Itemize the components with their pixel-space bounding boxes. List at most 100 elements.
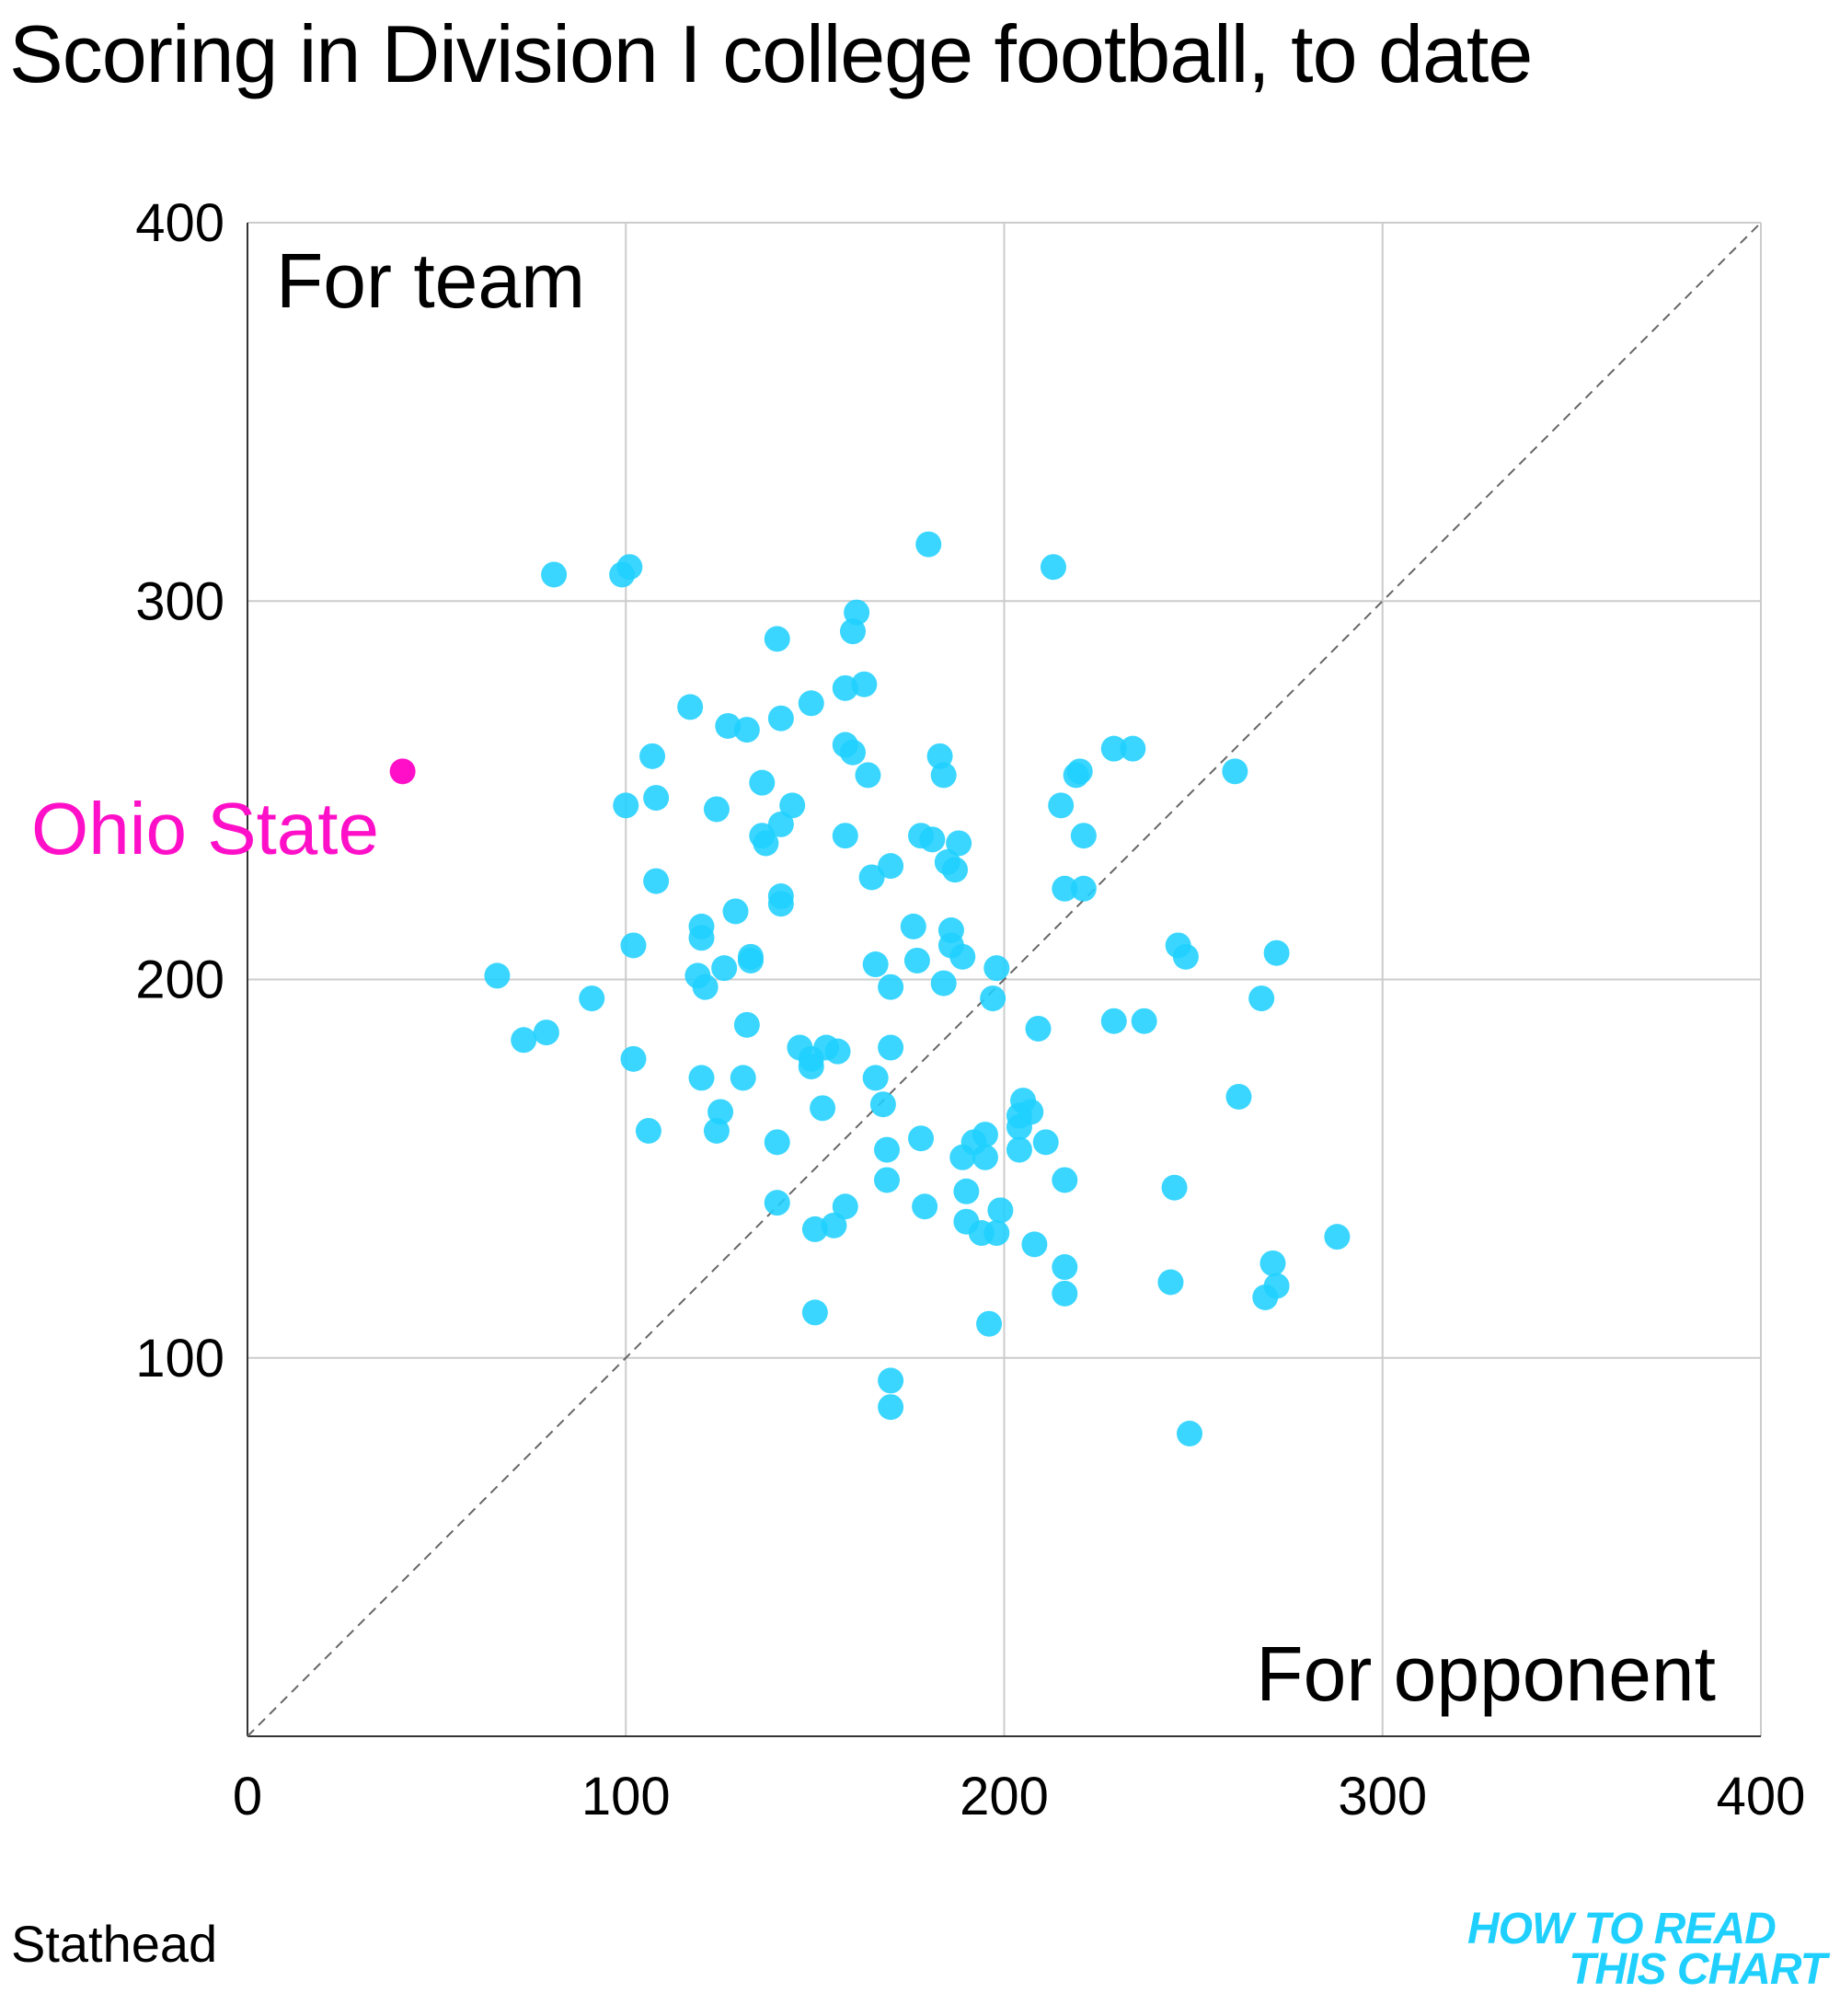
data-point: [703, 796, 730, 823]
data-point: [903, 947, 930, 973]
chart-title: Scoring in Division I college football, …: [9, 8, 1533, 99]
data-point: [1172, 943, 1199, 970]
data-point: [764, 1129, 790, 1156]
data-point: [832, 1193, 858, 1220]
data-point: [703, 1118, 730, 1144]
data-point: [1177, 1421, 1203, 1446]
data-point: [878, 1394, 904, 1421]
x-tick-label: 300: [1338, 1767, 1427, 1826]
data-point: [639, 743, 666, 769]
data-point: [1006, 1113, 1032, 1140]
data-point: [1021, 1231, 1048, 1258]
data-point: [878, 973, 904, 1000]
data-point: [840, 618, 866, 645]
data-point: [749, 769, 776, 796]
data-point: [730, 1065, 756, 1091]
data-point: [677, 694, 704, 720]
data-point: [1048, 792, 1075, 819]
data-point: [1006, 1136, 1032, 1163]
data-point: [832, 674, 858, 701]
y-axis-label: For team: [276, 237, 585, 324]
y-tick-label: 200: [135, 950, 224, 1010]
data-point: [987, 1197, 1014, 1224]
data-point: [733, 1011, 760, 1038]
y-tick-label: 300: [135, 571, 224, 631]
data-point: [858, 864, 885, 891]
data-point: [1120, 735, 1146, 762]
data-point: [983, 955, 1010, 982]
data-point: [1248, 985, 1275, 1012]
data-points: [389, 531, 1351, 1446]
data-point: [635, 1118, 661, 1144]
data-point: [1225, 1083, 1252, 1110]
data-point: [711, 955, 738, 982]
data-point: [533, 1020, 559, 1046]
data-point: [915, 531, 942, 558]
data-point: [840, 739, 866, 766]
data-point: [733, 717, 760, 743]
brand-line-2: THIS CHART: [1569, 1945, 1827, 1994]
x-tick-label: 400: [1717, 1767, 1806, 1826]
data-point: [832, 823, 858, 849]
source-credit: Stathead: [11, 1915, 218, 1973]
axes: [247, 222, 1762, 1737]
data-point: [722, 898, 749, 925]
data-point: [1259, 1250, 1286, 1276]
data-point: [1070, 875, 1097, 902]
data-point: [972, 1144, 998, 1170]
data-point: [643, 868, 670, 894]
data-point: [821, 1212, 847, 1238]
data-point: [810, 1095, 836, 1122]
data-point: [541, 561, 568, 588]
data-point: [874, 1167, 901, 1193]
data-point: [1040, 554, 1066, 581]
data-point: [1066, 758, 1093, 785]
data-point: [972, 1122, 998, 1148]
data-point: [1263, 1273, 1290, 1299]
brand-line-1: HOW TO READ: [1467, 1905, 1777, 1953]
data-point: [1157, 1269, 1184, 1296]
data-point: [1070, 823, 1097, 849]
data-point: [692, 973, 719, 1000]
data-point: [1052, 1280, 1078, 1307]
highlight-label: Ohio State: [31, 788, 379, 870]
data-point: [976, 1310, 1003, 1337]
y-tick-label: 100: [135, 1329, 224, 1388]
data-point: [764, 626, 790, 652]
annotations: For team For opponent Ohio State: [31, 237, 1716, 1717]
data-point: [1161, 1174, 1188, 1201]
data-point: [511, 1027, 537, 1054]
data-point: [798, 1054, 824, 1080]
x-tick-label: 200: [960, 1767, 1049, 1826]
x-tick-label: 0: [233, 1767, 262, 1826]
data-point: [980, 985, 1006, 1012]
data-point: [908, 1125, 935, 1152]
data-point: [862, 951, 889, 978]
data-point: [1324, 1224, 1351, 1250]
data-point: [764, 1190, 790, 1216]
brand-logo[interactable]: HOW TO READ THIS CHART: [1467, 1905, 1827, 1994]
data-point: [1100, 1008, 1127, 1034]
data-point: [613, 792, 639, 819]
data-point: [953, 1178, 980, 1204]
data-point: [798, 690, 824, 717]
data-point: [767, 891, 794, 917]
data-point: [949, 943, 976, 970]
data-point: [949, 1144, 976, 1170]
data-point: [620, 1045, 647, 1072]
data-point: [643, 785, 670, 812]
data-point: [1032, 1129, 1059, 1156]
x-tick-label: 100: [581, 1767, 671, 1826]
data-point: [946, 830, 972, 857]
x-axis-label: For opponent: [1256, 1630, 1716, 1717]
data-point: [930, 762, 957, 789]
y-tick-label: 400: [135, 193, 224, 253]
data-point: [779, 792, 806, 819]
data-point: [1131, 1008, 1157, 1034]
data-point: [484, 962, 511, 989]
data-point: [878, 1367, 904, 1394]
data-point: [1263, 939, 1290, 966]
data-point: [983, 1220, 1010, 1247]
data-point: [919, 826, 946, 853]
data-point: [1222, 758, 1248, 785]
